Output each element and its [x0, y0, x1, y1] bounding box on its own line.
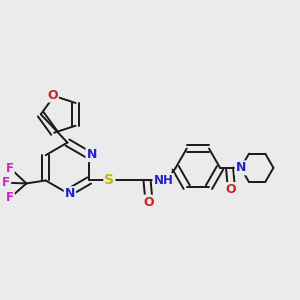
- Text: F: F: [2, 176, 10, 189]
- Text: O: O: [226, 183, 236, 196]
- Text: N: N: [86, 148, 97, 161]
- Text: F: F: [6, 162, 14, 176]
- Text: F: F: [6, 190, 14, 204]
- Text: O: O: [143, 196, 154, 209]
- Text: NH: NH: [153, 174, 173, 187]
- Text: O: O: [47, 88, 58, 102]
- Text: N: N: [65, 187, 75, 200]
- Text: N: N: [236, 161, 246, 174]
- Text: S: S: [104, 173, 114, 188]
